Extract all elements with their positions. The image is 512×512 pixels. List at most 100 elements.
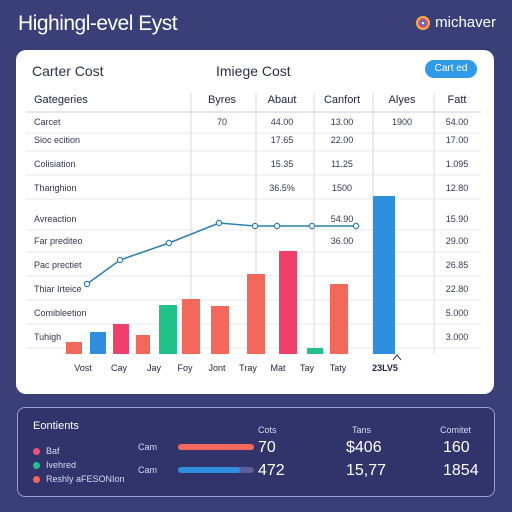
bar xyxy=(66,342,82,354)
table-header-cell: Fatt xyxy=(448,94,467,106)
legend-dot xyxy=(33,447,40,455)
summary-value: $406 xyxy=(346,439,382,456)
legend-item: Ivehred xyxy=(33,458,125,472)
table-header-cell: Gategeries xyxy=(34,94,88,106)
row-label: Tuhigh xyxy=(34,332,61,342)
row-label: Cam xyxy=(138,442,158,452)
table-cell: 13.00 xyxy=(331,117,354,127)
row-label: Tharighion xyxy=(34,183,77,193)
table-cell: 15.35 xyxy=(271,159,294,169)
line-point xyxy=(251,222,259,230)
bar xyxy=(90,332,106,354)
row-label: Thiar Irteice xyxy=(34,284,82,294)
table-cell: 36.5% xyxy=(269,183,295,193)
progress-fill xyxy=(178,444,254,450)
brand[interactable]: michaver xyxy=(415,14,496,31)
line-point xyxy=(352,222,360,230)
bar xyxy=(113,324,129,354)
bar xyxy=(247,274,265,354)
summary-title: Eontients xyxy=(33,420,79,432)
progress-bar xyxy=(178,444,254,450)
x-tick-label: Foy xyxy=(177,363,193,373)
table-cell: 70 xyxy=(217,117,227,127)
summary-value: 1854 xyxy=(443,462,479,479)
table-cell: 1.095 xyxy=(446,159,469,169)
table-cell: 36.00 xyxy=(331,236,354,246)
table-header-cell: Byres xyxy=(208,94,237,106)
bar xyxy=(307,348,323,354)
chart: Gategeries Byres Abaut Canfort Alyes Fatt Carc… xyxy=(26,93,481,373)
row-label: Comibleetion xyxy=(34,308,87,318)
x-tick-label: Mat xyxy=(270,363,286,373)
x-tick-label: Taty xyxy=(330,363,347,373)
legend-label: Baf xyxy=(46,446,60,456)
brand-name: michaver xyxy=(435,14,496,31)
x-tick-label: Jont xyxy=(208,363,226,373)
table-cell: 54.00 xyxy=(446,117,469,127)
brand-logo-icon xyxy=(416,15,431,30)
legend-item: Baf xyxy=(33,444,125,458)
table-cell: 1900 xyxy=(392,117,412,127)
progress-fill xyxy=(178,467,241,473)
column-header-cots: Cots xyxy=(258,425,277,435)
bar xyxy=(136,335,150,354)
row-label: Sioc ecition xyxy=(34,135,80,145)
table-cell: 22.00 xyxy=(331,135,354,145)
column-header-tans: Tans xyxy=(352,425,372,435)
progress-bar xyxy=(178,467,254,473)
bar xyxy=(159,305,177,354)
x-tick-label: Tray xyxy=(239,363,257,373)
summary-panel: Eontients Baf Ivehred Reshly aFESONIon C… xyxy=(17,407,495,497)
chart-title: Imiege Cost xyxy=(216,63,291,79)
cart-button[interactable]: Cart ed xyxy=(425,60,477,78)
marker-icon xyxy=(392,354,402,361)
bar xyxy=(279,251,297,354)
row-label: Cam xyxy=(138,465,158,475)
legend-dot xyxy=(33,461,40,469)
table-cell: 15.90 xyxy=(446,214,469,224)
row-label: Colisiation xyxy=(34,159,76,169)
summary-value: 160 xyxy=(443,439,470,456)
legend-label: Reshly aFESONIon xyxy=(46,474,125,484)
table-cell: 29.00 xyxy=(446,236,469,246)
chart-card: Carter Cost Imiege Cost Cart ed Gategeri… xyxy=(16,50,494,394)
table-cell: 44.00 xyxy=(271,117,294,127)
table-cell: 22.80 xyxy=(446,284,469,294)
line-point xyxy=(116,256,124,264)
line-point xyxy=(165,239,173,247)
summary-value: 70 xyxy=(258,439,276,456)
bar xyxy=(182,299,200,354)
x-tick-label: 23LV5 xyxy=(372,363,398,373)
line-point xyxy=(273,222,281,230)
table-cell: 3.000 xyxy=(446,332,469,342)
x-tick-label: Tay xyxy=(300,363,315,373)
table-cell: 11.25 xyxy=(331,159,353,169)
row-label: Far prediteo xyxy=(34,236,83,246)
app-title: Highingl-evel Eyst xyxy=(18,12,178,35)
line-point xyxy=(83,280,91,288)
table-cell: 17.00 xyxy=(446,135,469,145)
line-point xyxy=(308,222,316,230)
table-header-cell: Canfort xyxy=(324,94,360,106)
table-header-cell: Alyes xyxy=(389,94,416,106)
line-point xyxy=(215,219,223,227)
row-label: Carcet xyxy=(34,117,61,127)
x-tick-label: Cay xyxy=(111,363,128,373)
table-cell: 12.80 xyxy=(446,183,469,193)
x-tick-label: Vost xyxy=(74,363,92,373)
legend-dot xyxy=(33,475,40,483)
card-title: Carter Cost xyxy=(32,63,104,79)
summary-legend: Baf Ivehred Reshly aFESONIon xyxy=(33,444,125,486)
bar xyxy=(211,306,229,354)
x-tick-label: Jay xyxy=(147,363,162,373)
table-cell: 1500 xyxy=(332,183,352,193)
bar xyxy=(373,196,395,354)
table-header-cell: Abaut xyxy=(268,94,297,106)
legend-label: Ivehred xyxy=(46,460,77,470)
summary-value: 15,77 xyxy=(346,462,387,479)
column-header-comitet: Comitet xyxy=(440,425,472,435)
line-series xyxy=(86,222,356,285)
table-cell: 5.000 xyxy=(446,308,469,318)
row-label: Pac prectiet xyxy=(34,260,82,270)
summary-value: 472 xyxy=(258,462,285,479)
